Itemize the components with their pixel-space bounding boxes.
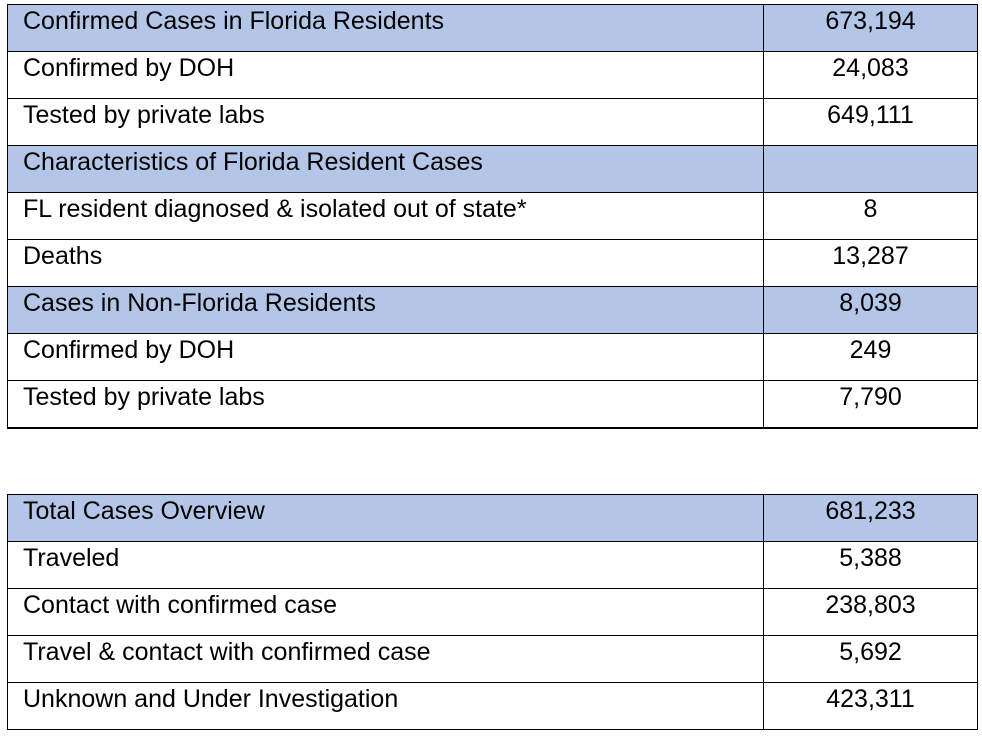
row-label: Confirmed Cases in Florida Residents [7, 4, 764, 52]
row-label: Total Cases Overview [7, 494, 764, 542]
row-label: Characteristics of Florida Resident Case… [7, 145, 764, 193]
row-value: 8,039 [763, 286, 978, 334]
row-value: 24,083 [763, 51, 978, 99]
table-row: Contact with confirmed case 238,803 [7, 588, 978, 636]
section-header-row: Characteristics of Florida Resident Case… [7, 145, 978, 193]
row-label: FL resident diagnosed & isolated out of … [7, 192, 764, 240]
section-header-row: Confirmed Cases in Florida Residents 673… [7, 4, 978, 52]
table-row: FL resident diagnosed & isolated out of … [7, 192, 978, 240]
table-row: Traveled 5,388 [7, 541, 978, 589]
row-value [763, 145, 978, 193]
row-label: Contact with confirmed case [7, 588, 764, 636]
row-value: 5,388 [763, 541, 978, 589]
row-label: Unknown and Under Investigation [7, 682, 764, 730]
row-value: 673,194 [763, 4, 978, 52]
table-row: Confirmed by DOH 249 [7, 333, 978, 381]
row-label: Confirmed by DOH [7, 333, 764, 381]
table-row: Tested by private labs 7,790 [7, 380, 978, 429]
table-row: Confirmed by DOH 24,083 [7, 51, 978, 99]
table-row: Tested by private labs 649,111 [7, 98, 978, 146]
row-value: 8 [763, 192, 978, 240]
row-value: 238,803 [763, 588, 978, 636]
row-label: Deaths [7, 239, 764, 287]
row-value: 13,287 [763, 239, 978, 287]
row-label: Travel & contact with confirmed case [7, 635, 764, 683]
row-value: 5,692 [763, 635, 978, 683]
row-label: Tested by private labs [7, 380, 764, 429]
row-label: Confirmed by DOH [7, 51, 764, 99]
row-value: 681,233 [763, 494, 978, 542]
row-label: Tested by private labs [7, 98, 764, 146]
row-label: Traveled [7, 541, 764, 589]
florida-cases-table: Confirmed Cases in Florida Residents 673… [7, 4, 978, 429]
row-label: Cases in Non-Florida Residents [7, 286, 764, 334]
table-row: Unknown and Under Investigation 423,311 [7, 682, 978, 730]
table-row: Travel & contact with confirmed case 5,6… [7, 635, 978, 683]
row-value: 423,311 [763, 682, 978, 730]
row-value: 7,790 [763, 380, 978, 429]
table-row: Deaths 13,287 [7, 239, 978, 287]
row-value: 649,111 [763, 98, 978, 146]
row-value: 249 [763, 333, 978, 381]
section-header-row: Cases in Non-Florida Residents 8,039 [7, 286, 978, 334]
total-cases-table: Total Cases Overview 681,233 Traveled 5,… [7, 494, 978, 730]
section-header-row: Total Cases Overview 681,233 [7, 494, 978, 542]
